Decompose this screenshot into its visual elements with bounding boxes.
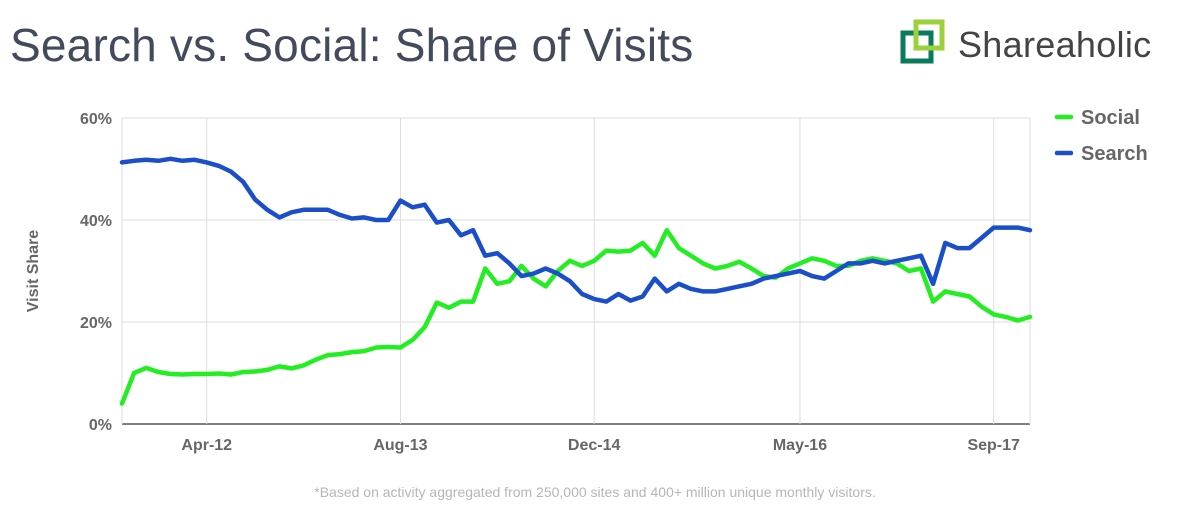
x-tick-label: Aug-13	[373, 437, 427, 454]
shareaholic-logo: Shareaholic	[900, 18, 1190, 68]
x-tick-label: Dec-14	[568, 437, 621, 454]
y-axis-title: Visit Share	[25, 230, 42, 313]
chart-legend: Social Search	[1054, 107, 1148, 165]
x-tick-label: Sep-17	[967, 437, 1020, 454]
shareaholic-logo-icon	[900, 19, 945, 64]
series-line-search	[119, 156, 1033, 304]
chart-grid	[121, 117, 1031, 425]
chart-series	[119, 156, 1033, 406]
legend-label-search: Search	[1081, 143, 1148, 165]
y-tick-label: 0%	[89, 417, 112, 434]
line-chart: 0% 20% 40% 60% Apr-12 Aug-13 Dec-14 May-16 Sep-1…	[25, 107, 1148, 454]
y-tick-label: 60%	[80, 111, 112, 128]
logo-wordmark: Shareaholic	[958, 24, 1152, 65]
x-tick-label: May-16	[773, 437, 827, 454]
footnote: *Based on activity aggregated from 250,0…	[314, 484, 876, 500]
legend-label-social: Social	[1081, 107, 1140, 129]
series-line-social	[119, 227, 1033, 406]
y-tick-label: 40%	[80, 213, 112, 230]
y-tick-label: 20%	[80, 315, 112, 332]
x-tick-label: Apr-12	[181, 437, 232, 454]
chart-axes: 0% 20% 40% 60% Apr-12 Aug-13 Dec-14 May-16 Sep-1…	[25, 111, 1020, 454]
chart-title: Search vs. Social: Share of Visits	[10, 19, 694, 71]
